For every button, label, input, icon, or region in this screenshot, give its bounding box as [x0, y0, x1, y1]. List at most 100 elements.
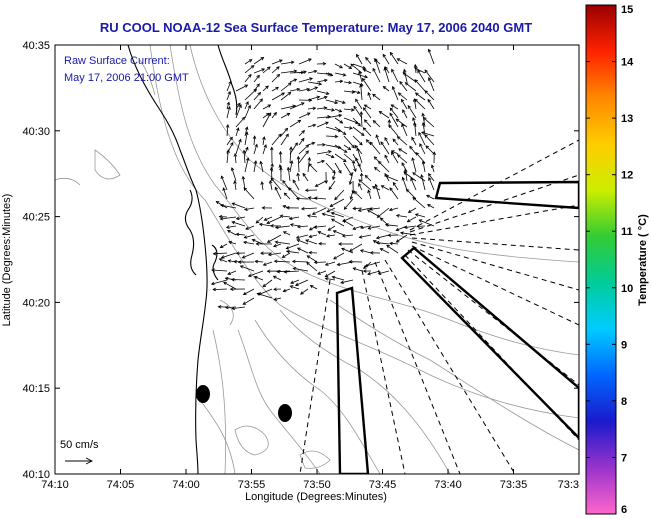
- current-vector-head: [339, 79, 344, 84]
- current-vector-head: [330, 154, 335, 159]
- current-vector-head: [384, 154, 388, 159]
- current-vector: [391, 151, 399, 164]
- current-vector: [332, 276, 345, 281]
- current-vector-head: [282, 288, 287, 293]
- current-vector-head: [263, 144, 267, 148]
- current-vector-head: [324, 95, 328, 100]
- current-vector: [289, 142, 298, 155]
- coastline-inlet: [211, 244, 219, 281]
- current-vector-head: [233, 259, 237, 264]
- current-vector: [253, 144, 258, 155]
- current-vector: [368, 225, 381, 229]
- coastline: [127, 45, 238, 474]
- current-vector-head: [375, 235, 380, 240]
- current-vector: [245, 225, 255, 230]
- current-vector-head: [422, 117, 427, 121]
- current-vector: [428, 173, 435, 182]
- current-vector-head: [231, 202, 236, 206]
- current-vector-head: [303, 70, 307, 74]
- current-vector-head: [383, 66, 387, 71]
- current-vector: [358, 179, 372, 191]
- current-vector: [223, 187, 228, 200]
- current-vector: [325, 114, 342, 119]
- current-vector-head: [252, 135, 257, 140]
- current-vector: [211, 279, 228, 285]
- current-vector-head: [331, 108, 336, 112]
- current-vector-head: [308, 234, 313, 239]
- current-vector-head: [330, 218, 335, 222]
- current-vector-head: [324, 78, 328, 83]
- colorbar-tick-label: 12: [621, 170, 633, 182]
- current-vector: [334, 99, 346, 104]
- current-vector: [234, 180, 237, 191]
- current-vector-head: [372, 93, 376, 98]
- current-vector-head: [421, 112, 425, 117]
- current-vector: [248, 270, 264, 277]
- current-vector-head: [388, 207, 393, 212]
- current-vector: [244, 132, 248, 146]
- current-vector: [363, 69, 372, 74]
- current-vector-head: [274, 240, 279, 245]
- current-vector: [389, 52, 399, 65]
- current-vector-head: [389, 107, 394, 112]
- current-vector: [372, 186, 381, 191]
- current-vector: [274, 260, 291, 263]
- current-vector-head: [308, 250, 313, 255]
- current-vector-head: [399, 80, 403, 85]
- current-vector: [325, 72, 333, 76]
- current-vector-head: [386, 244, 390, 249]
- current-vector-head: [284, 127, 289, 132]
- radial-line: [361, 269, 406, 474]
- current-vector-head: [255, 219, 260, 224]
- current-vector-head: [290, 280, 294, 284]
- current-vector-head: [314, 86, 319, 90]
- current-vector-head: [314, 183, 319, 187]
- current-vector-head: [359, 249, 364, 253]
- current-vector-head: [325, 91, 330, 95]
- current-vector: [226, 102, 230, 110]
- current-vector-head: [286, 112, 291, 117]
- current-vector-head: [338, 109, 343, 113]
- current-vector-head: [266, 220, 271, 224]
- current-vector-head: [262, 136, 266, 141]
- current-vector: [414, 98, 426, 110]
- current-vector-head: [227, 271, 232, 275]
- current-vector: [271, 59, 283, 65]
- current-vector-head: [296, 172, 300, 177]
- current-vector-head: [373, 156, 378, 160]
- current-vector: [379, 111, 390, 119]
- current-vector-head: [253, 88, 257, 93]
- current-vector: [350, 189, 354, 200]
- current-vector-head: [369, 251, 374, 255]
- current-vector: [340, 279, 354, 284]
- current-vector-head: [373, 166, 378, 171]
- current-vector: [231, 221, 246, 227]
- current-vector: [316, 90, 329, 95]
- current-vector: [424, 90, 435, 101]
- current-vector-head: [358, 179, 362, 183]
- current-vector-head: [372, 67, 376, 72]
- current-vector: [363, 127, 372, 137]
- current-vector: [396, 215, 408, 218]
- current-vector-head: [231, 306, 236, 311]
- current-vector: [343, 153, 355, 164]
- current-vector: [372, 93, 381, 101]
- current-vector-head: [388, 124, 392, 129]
- current-vector: [389, 242, 399, 245]
- current-vector-head: [392, 138, 397, 143]
- current-vector: [398, 92, 408, 101]
- current-vector: [289, 78, 297, 83]
- current-vector: [243, 288, 255, 295]
- current-vector: [383, 86, 390, 92]
- current-vector-head: [242, 301, 247, 305]
- current-vector: [280, 70, 297, 74]
- current-vector-head: [255, 242, 260, 246]
- current-vector: [334, 153, 347, 162]
- current-vector-head: [288, 82, 292, 86]
- current-vector: [298, 88, 310, 92]
- current-vector: [305, 239, 318, 245]
- current-vector-head: [256, 83, 260, 87]
- current-vector-head: [269, 166, 274, 171]
- current-vector-head: [260, 57, 265, 61]
- y-tick-label: 40:25: [22, 212, 50, 224]
